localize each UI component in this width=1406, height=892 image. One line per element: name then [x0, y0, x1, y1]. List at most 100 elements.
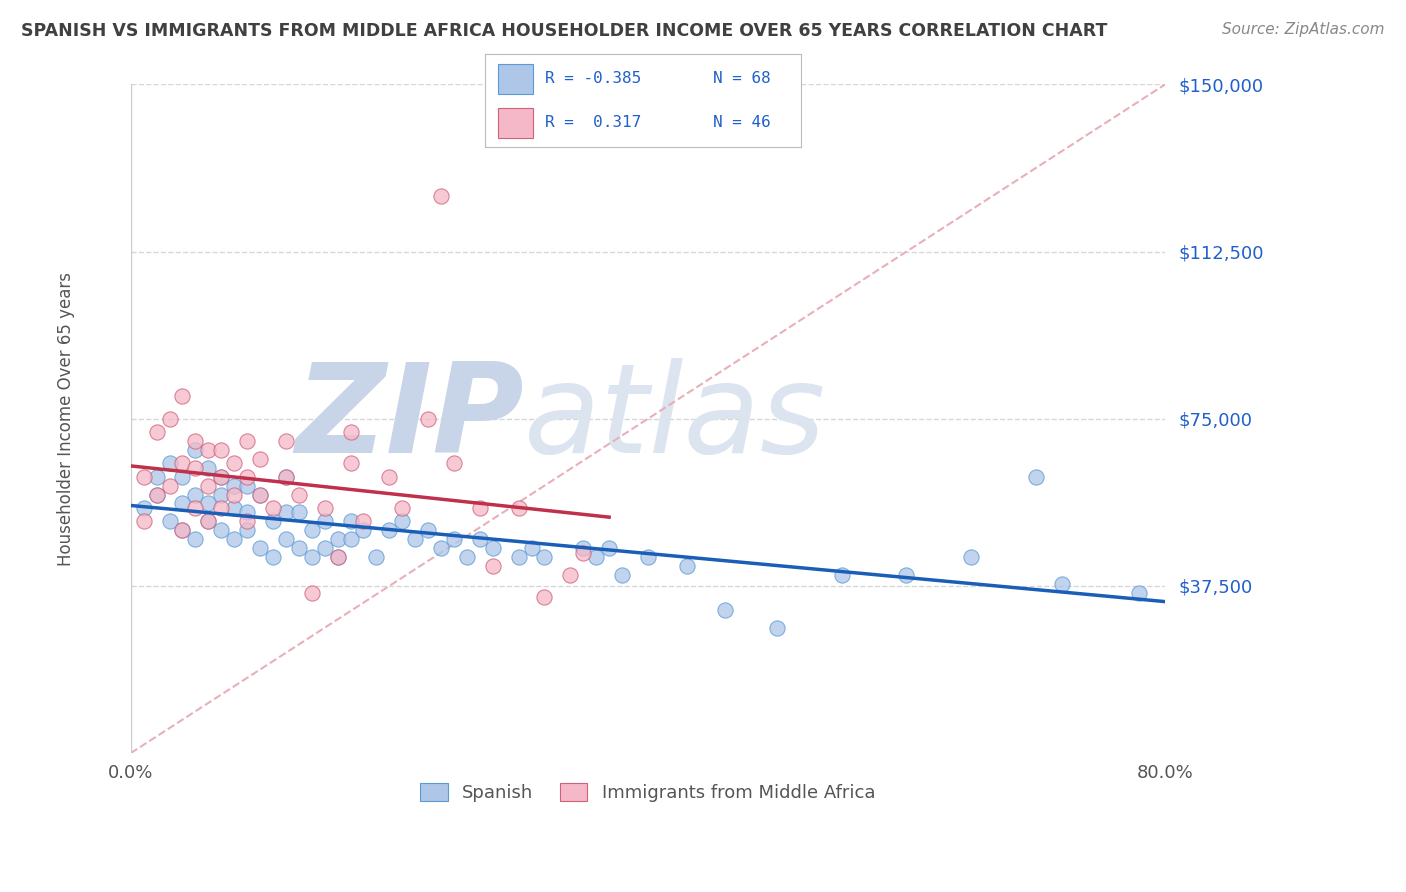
Text: atlas: atlas [524, 359, 825, 479]
Point [326, 549, 349, 564]
Point [533, 549, 555, 564]
Text: N = 68: N = 68 [713, 71, 770, 87]
Point [236, 478, 259, 492]
Point [197, 514, 219, 528]
Y-axis label: Householder Income Over 65 years: Householder Income Over 65 years [58, 272, 75, 566]
Point [172, 456, 194, 470]
Point [314, 500, 336, 515]
Point [236, 434, 259, 448]
Point [404, 532, 426, 546]
Point [249, 541, 271, 555]
Point [960, 549, 983, 564]
Point [236, 523, 259, 537]
Point [145, 487, 167, 501]
Point [172, 523, 194, 537]
Point [1050, 576, 1073, 591]
Point [637, 549, 659, 564]
Point [468, 500, 491, 515]
Point [132, 469, 155, 483]
Point [159, 514, 181, 528]
Point [831, 567, 853, 582]
Point [339, 456, 361, 470]
Text: SPANISH VS IMMIGRANTS FROM MIDDLE AFRICA HOUSEHOLDER INCOME OVER 65 YEARS CORREL: SPANISH VS IMMIGRANTS FROM MIDDLE AFRICA… [21, 22, 1108, 40]
Point [378, 469, 401, 483]
Point [598, 541, 620, 555]
Point [430, 189, 453, 203]
Point [391, 514, 413, 528]
Point [301, 549, 323, 564]
Point [301, 523, 323, 537]
Point [159, 411, 181, 425]
Point [262, 514, 284, 528]
Point [249, 451, 271, 466]
Point [184, 532, 207, 546]
Point [274, 469, 297, 483]
Point [468, 532, 491, 546]
Text: R = -0.385: R = -0.385 [546, 71, 641, 87]
Point [288, 541, 311, 555]
Point [184, 460, 207, 475]
Point [197, 478, 219, 492]
Text: R =  0.317: R = 0.317 [546, 115, 641, 130]
Point [301, 585, 323, 599]
Point [132, 514, 155, 528]
Point [366, 549, 388, 564]
Point [896, 567, 918, 582]
Point [481, 541, 503, 555]
Point [209, 523, 232, 537]
Point [560, 567, 582, 582]
Point [197, 460, 219, 475]
Point [378, 523, 401, 537]
Point [209, 469, 232, 483]
Point [274, 469, 297, 483]
Point [184, 500, 207, 515]
Point [339, 425, 361, 439]
Point [224, 478, 246, 492]
Point [132, 500, 155, 515]
Point [572, 541, 595, 555]
Text: Source: ZipAtlas.com: Source: ZipAtlas.com [1222, 22, 1385, 37]
Point [145, 425, 167, 439]
Point [236, 514, 259, 528]
Point [416, 523, 439, 537]
Point [353, 514, 375, 528]
Point [209, 487, 232, 501]
Point [520, 541, 543, 555]
Point [172, 469, 194, 483]
Point [224, 487, 246, 501]
Point [443, 532, 465, 546]
Point [184, 487, 207, 501]
Point [416, 411, 439, 425]
Point [353, 523, 375, 537]
Point [209, 442, 232, 457]
Point [288, 487, 311, 501]
Point [508, 500, 530, 515]
Point [159, 456, 181, 470]
Point [481, 558, 503, 573]
Point [262, 500, 284, 515]
Point [714, 603, 737, 617]
Point [339, 532, 361, 546]
Point [224, 500, 246, 515]
Point [172, 496, 194, 510]
Point [430, 541, 453, 555]
Point [572, 545, 595, 559]
Legend: Spanish, Immigrants from Middle Africa: Spanish, Immigrants from Middle Africa [412, 773, 884, 811]
Bar [498, 108, 533, 138]
Bar [498, 64, 533, 94]
Point [249, 487, 271, 501]
Point [326, 549, 349, 564]
Point [326, 532, 349, 546]
Point [236, 505, 259, 519]
Point [236, 469, 259, 483]
Point [391, 500, 413, 515]
Point [197, 496, 219, 510]
Point [274, 505, 297, 519]
Point [184, 442, 207, 457]
Point [249, 487, 271, 501]
Point [172, 389, 194, 403]
Text: N = 46: N = 46 [713, 115, 770, 130]
Point [274, 532, 297, 546]
Point [456, 549, 478, 564]
Point [610, 567, 633, 582]
